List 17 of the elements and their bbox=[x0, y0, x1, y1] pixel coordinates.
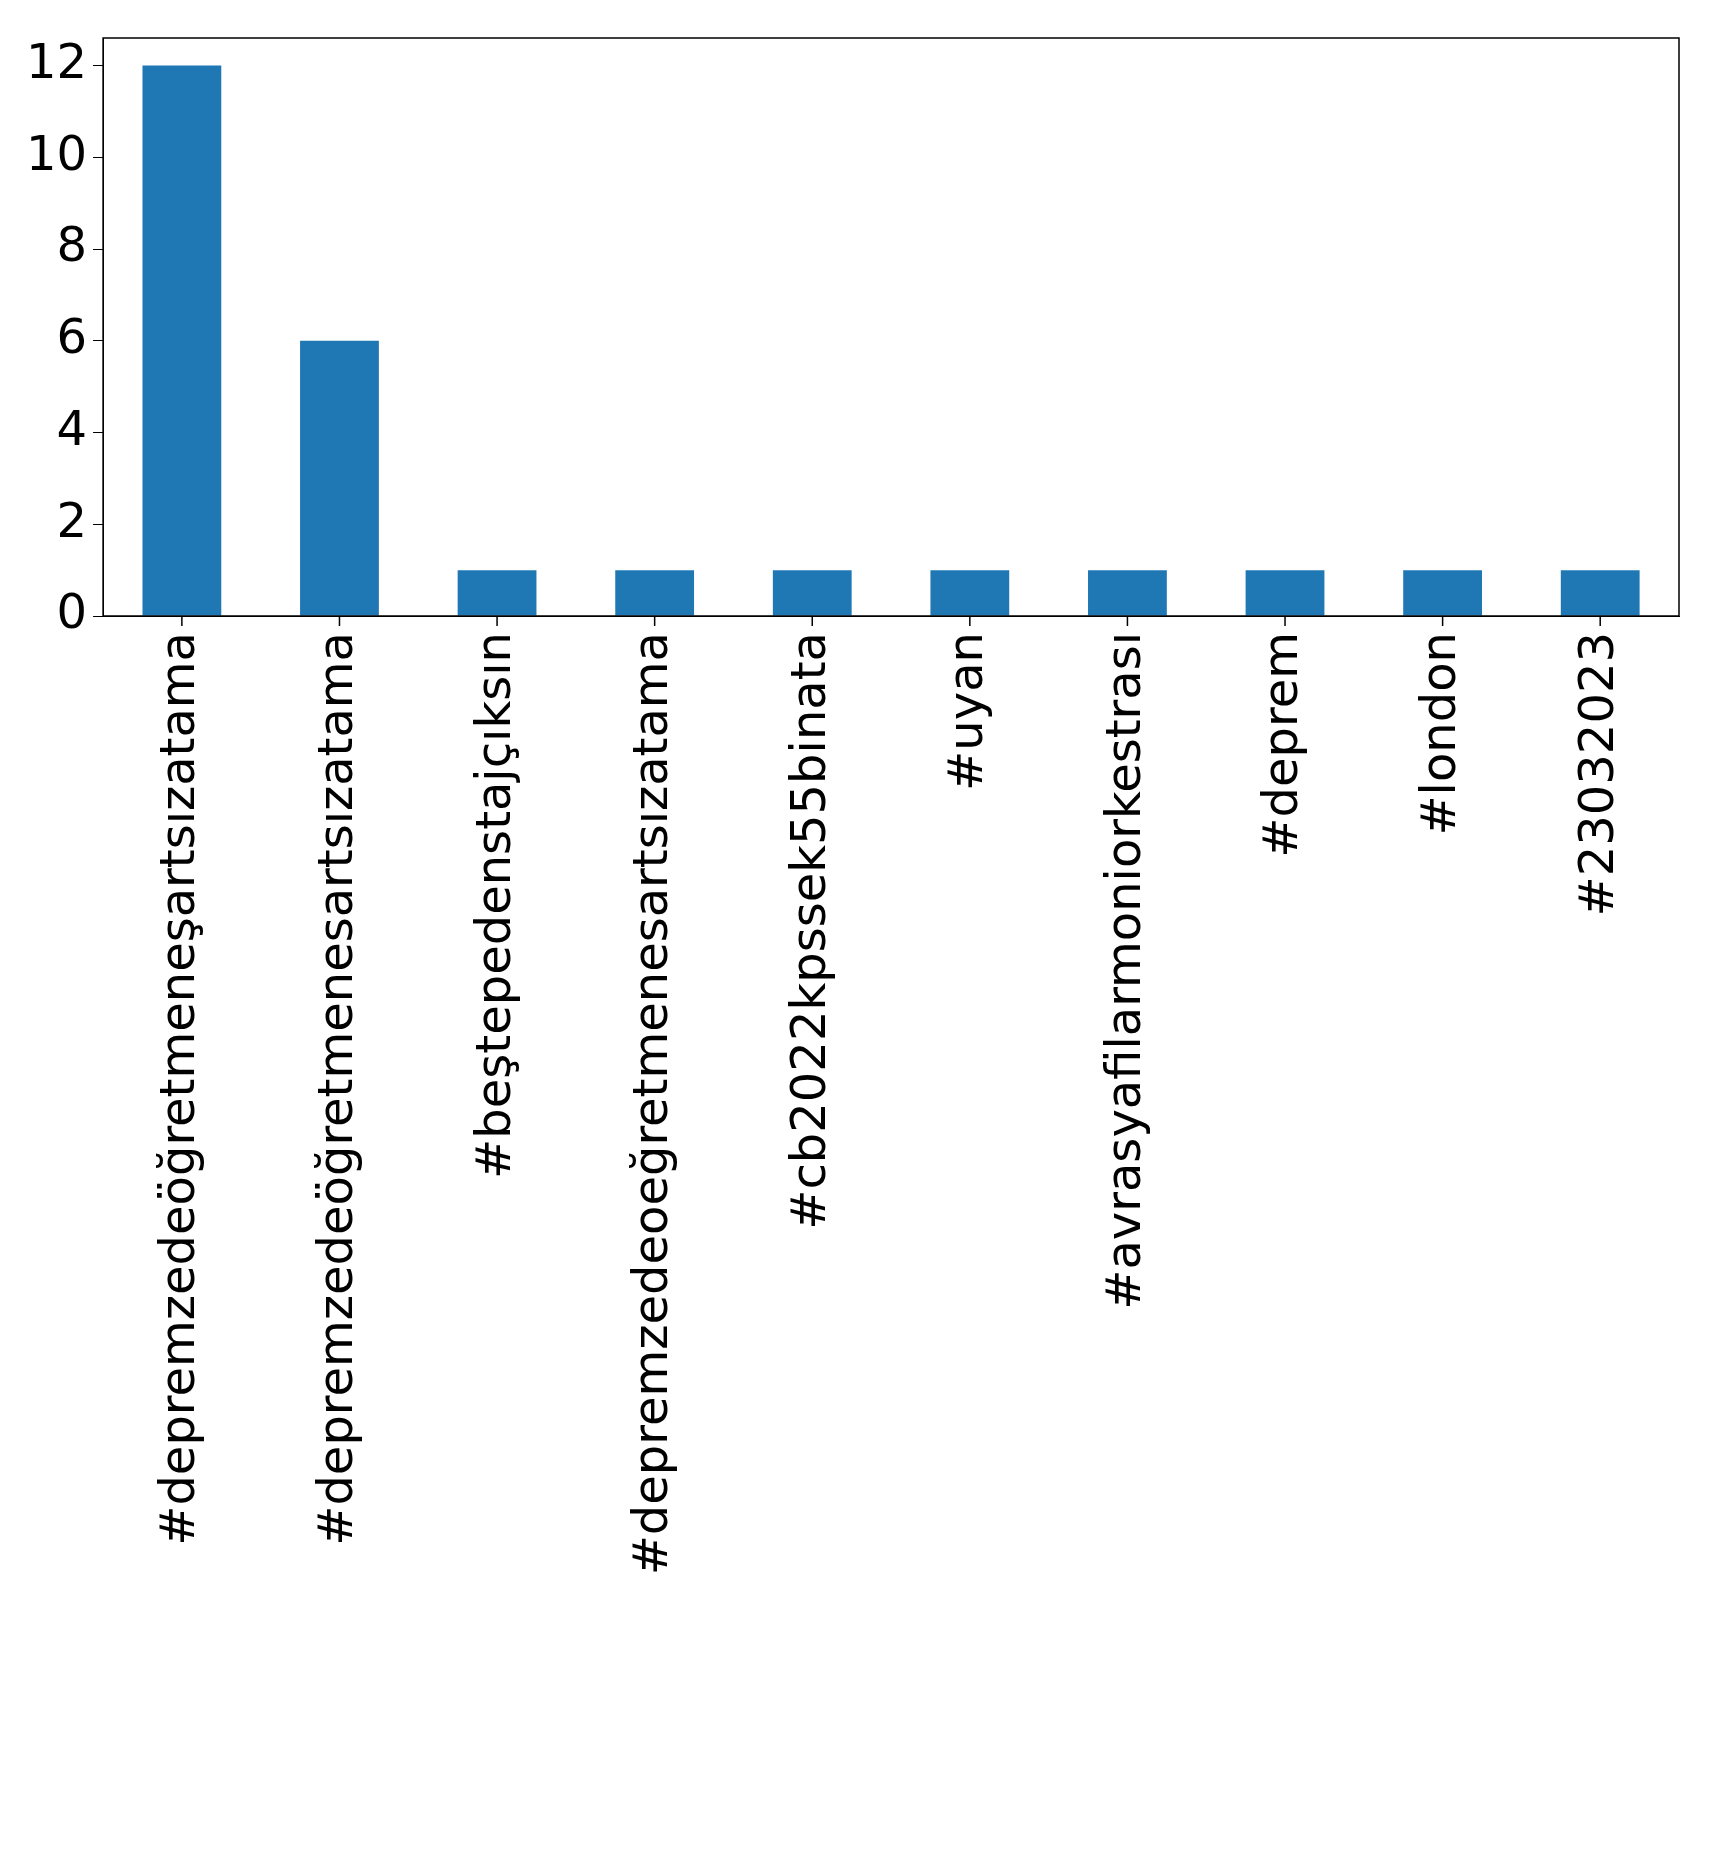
y-tick-label: 12 bbox=[26, 32, 88, 89]
y-tick-label: 10 bbox=[26, 124, 88, 181]
x-tick-label: #uyan bbox=[937, 632, 994, 791]
y-tick-label: 2 bbox=[56, 491, 88, 548]
x-tick-label: #depremzedeöğretmenesartsızatama bbox=[306, 632, 363, 1546]
x-tick-label: #23032023 bbox=[1567, 632, 1624, 917]
y-tick-label: 0 bbox=[56, 583, 88, 640]
x-tick-label: #deprem bbox=[1252, 632, 1309, 858]
x-tick-label: #beştepedenstajçıksın bbox=[464, 632, 521, 1179]
x-tick-label: #depremzedeöğretmeneşartsızatama bbox=[149, 632, 206, 1546]
x-tick-label: #cb2022kpssek55binata bbox=[779, 632, 836, 1230]
y-tick-label: 6 bbox=[56, 308, 88, 365]
x-tick-label: #london bbox=[1410, 632, 1467, 836]
x-tick-label: #depremzedeoeğretmenesartsızatama bbox=[622, 632, 679, 1576]
y-tick-label: 8 bbox=[56, 216, 88, 273]
y-tick-label: 4 bbox=[56, 399, 88, 456]
x-tick-label: #avrasyafilarmoniorkestrası bbox=[1094, 632, 1151, 1310]
